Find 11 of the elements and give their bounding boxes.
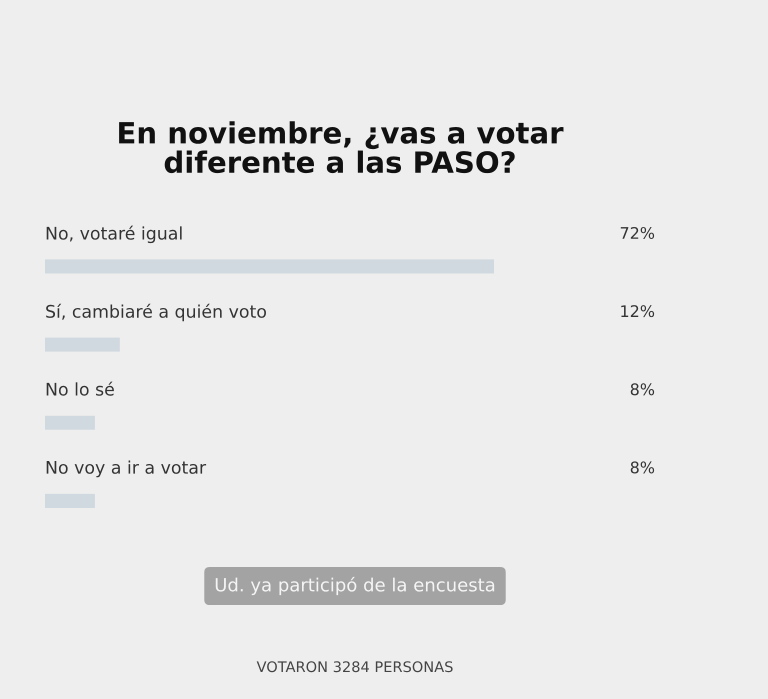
data-label: 72% <box>620 226 654 240</box>
y-tick-label: No lo sé <box>46 382 114 396</box>
text: Ud. ya participó de la encuesta <box>216 576 494 596</box>
data-label: 8% <box>630 383 654 396</box>
text: VOTARON 3284 PERSONAS <box>256 661 453 672</box>
data-label: 8% <box>630 461 654 474</box>
y-tick-label: Sí, cambiaré a quién voto <box>46 304 266 322</box>
chart-title: En noviembre, ¿vas a votar diferente a las PASO? <box>119 121 564 174</box>
y-tick-label: No voy a ir a votar <box>46 460 206 478</box>
data-label: 12% <box>621 305 654 318</box>
y-tick-label: No, votaré igual <box>46 226 182 244</box>
